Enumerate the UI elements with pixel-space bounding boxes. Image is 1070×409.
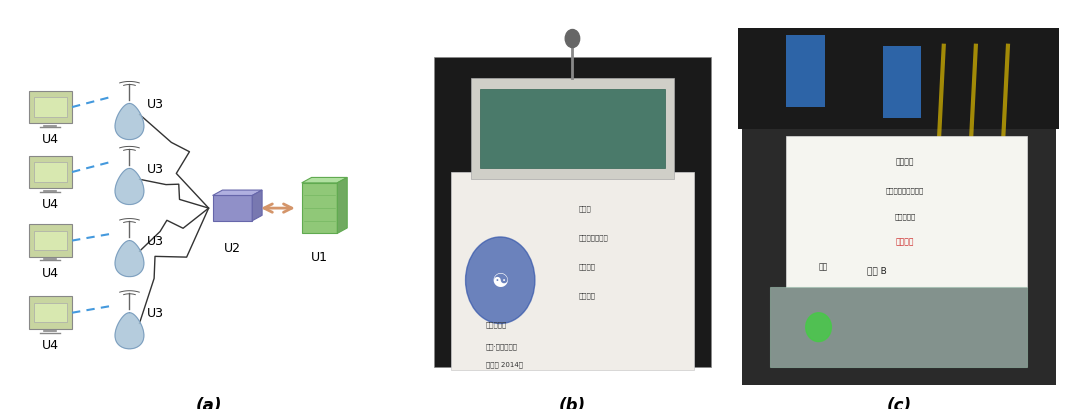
Polygon shape xyxy=(116,104,143,140)
Text: U2: U2 xyxy=(224,241,241,254)
Text: U1: U1 xyxy=(311,250,328,263)
Text: 海理工大学: 海理工大学 xyxy=(486,321,507,327)
Circle shape xyxy=(465,237,535,324)
Polygon shape xyxy=(253,191,262,221)
FancyBboxPatch shape xyxy=(29,92,72,124)
FancyBboxPatch shape xyxy=(433,57,712,367)
FancyBboxPatch shape xyxy=(33,163,67,182)
Text: 固定资产: 固定资产 xyxy=(896,236,915,245)
Text: 网络号：: 网络号： xyxy=(578,263,595,270)
Text: U3: U3 xyxy=(148,98,165,111)
Text: 终端 B: 终端 B xyxy=(867,265,886,274)
Text: [Photo]: [Photo] xyxy=(547,202,598,216)
Text: [Photo]: [Photo] xyxy=(873,202,924,216)
Circle shape xyxy=(806,313,831,342)
FancyBboxPatch shape xyxy=(786,36,825,108)
Text: U4: U4 xyxy=(42,198,59,211)
Text: U4: U4 xyxy=(42,266,59,279)
Polygon shape xyxy=(302,178,348,183)
Polygon shape xyxy=(116,313,143,349)
FancyBboxPatch shape xyxy=(745,57,1053,367)
FancyBboxPatch shape xyxy=(472,79,674,180)
FancyBboxPatch shape xyxy=(29,156,72,189)
Polygon shape xyxy=(213,196,253,221)
Text: 号：: 号： xyxy=(819,262,828,271)
Polygon shape xyxy=(213,191,262,196)
Polygon shape xyxy=(116,169,143,205)
Text: 计算中心: 计算中心 xyxy=(896,157,915,166)
FancyBboxPatch shape xyxy=(33,303,67,323)
Text: U3: U3 xyxy=(148,306,165,319)
Text: (b): (b) xyxy=(559,396,586,409)
Circle shape xyxy=(565,30,580,48)
FancyBboxPatch shape xyxy=(452,173,693,371)
Text: (a): (a) xyxy=(196,396,221,409)
Polygon shape xyxy=(337,178,348,234)
Text: 流处管理、物联网与: 流处管理、物联网与 xyxy=(886,187,924,194)
Text: 检测人：: 检测人： xyxy=(578,292,595,298)
FancyBboxPatch shape xyxy=(742,32,1056,385)
Polygon shape xyxy=(116,241,143,277)
Text: 物联·物联网计算: 物联·物联网计算 xyxy=(486,342,518,348)
Text: 机型：: 机型： xyxy=(578,205,591,212)
Text: ☯: ☯ xyxy=(491,271,509,290)
FancyBboxPatch shape xyxy=(33,98,67,117)
FancyBboxPatch shape xyxy=(883,47,921,119)
FancyBboxPatch shape xyxy=(29,297,72,329)
FancyBboxPatch shape xyxy=(770,288,1027,367)
Text: 实验室 2014年: 实验室 2014年 xyxy=(486,360,523,366)
FancyBboxPatch shape xyxy=(738,29,1059,129)
FancyBboxPatch shape xyxy=(786,137,1027,288)
Text: U3: U3 xyxy=(148,162,165,175)
FancyBboxPatch shape xyxy=(33,231,67,251)
Text: U4: U4 xyxy=(42,133,59,146)
Text: U3: U3 xyxy=(148,234,165,247)
Text: U4: U4 xyxy=(42,338,59,351)
Text: 计算实验室: 计算实验室 xyxy=(895,213,916,219)
Text: 编号：仙如洗殿: 编号：仙如洗殿 xyxy=(578,234,608,240)
FancyBboxPatch shape xyxy=(480,90,664,169)
Polygon shape xyxy=(302,183,337,234)
Text: (c): (c) xyxy=(886,396,912,409)
FancyBboxPatch shape xyxy=(29,225,72,257)
